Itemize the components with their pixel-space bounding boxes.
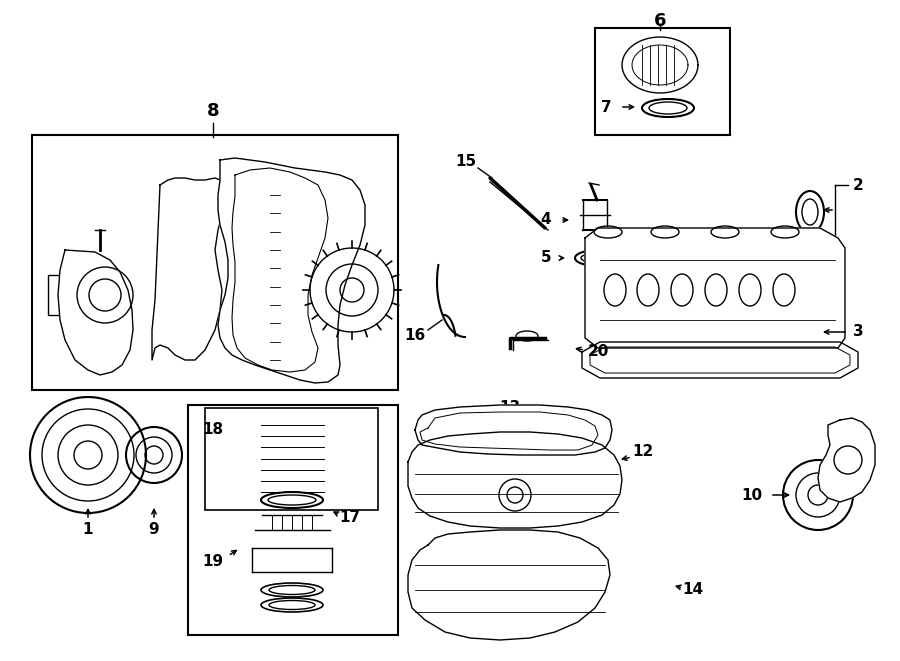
Bar <box>32 135 398 390</box>
Text: 13: 13 <box>500 401 520 416</box>
Text: 9: 9 <box>148 522 159 537</box>
Polygon shape <box>415 405 612 455</box>
Text: 1: 1 <box>83 522 94 537</box>
Text: 17: 17 <box>339 510 361 525</box>
Text: 8: 8 <box>207 102 220 120</box>
Text: 15: 15 <box>455 155 477 169</box>
Polygon shape <box>58 250 133 375</box>
Polygon shape <box>622 37 698 93</box>
Text: 11: 11 <box>842 447 862 463</box>
Text: 14: 14 <box>682 582 704 598</box>
Text: 12: 12 <box>633 444 653 459</box>
Polygon shape <box>818 418 875 502</box>
Polygon shape <box>218 158 365 383</box>
Text: 10: 10 <box>741 488 762 502</box>
Text: 6: 6 <box>653 12 666 30</box>
Bar <box>595 28 730 135</box>
Text: 2: 2 <box>852 178 863 192</box>
Text: 20: 20 <box>588 344 608 360</box>
Text: 4: 4 <box>541 212 552 227</box>
Text: 7: 7 <box>600 100 611 114</box>
Polygon shape <box>408 530 610 640</box>
Text: 18: 18 <box>202 422 223 438</box>
Text: 5: 5 <box>541 251 552 266</box>
Polygon shape <box>585 228 845 348</box>
Polygon shape <box>582 342 858 378</box>
Text: 3: 3 <box>852 325 863 340</box>
Bar <box>205 408 378 510</box>
Polygon shape <box>408 432 622 528</box>
Bar <box>188 405 398 635</box>
Text: 19: 19 <box>202 555 223 570</box>
Text: 16: 16 <box>404 327 426 342</box>
